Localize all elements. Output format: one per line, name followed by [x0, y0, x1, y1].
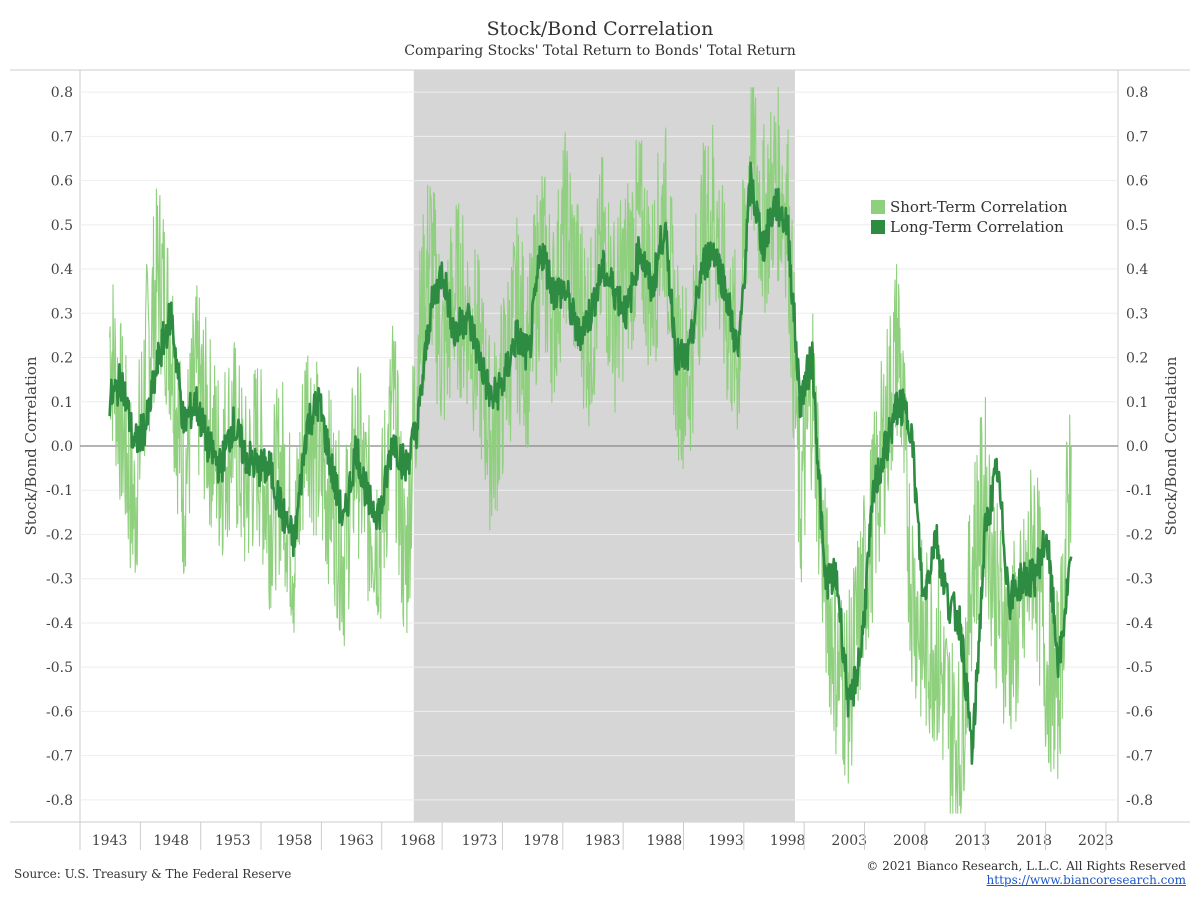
- y-tick-label-right: 0.3: [1126, 306, 1148, 322]
- source-note: Source: U.S. Treasury & The Federal Rese…: [14, 867, 292, 881]
- x-tick-label: 1973: [462, 833, 498, 849]
- x-tick-label: 1978: [523, 833, 559, 849]
- y-tick-label-right: 0.7: [1126, 129, 1148, 145]
- x-tick-label: 2023: [1078, 833, 1114, 849]
- x-tick-label: 1963: [338, 833, 374, 849]
- x-tick-label: 1983: [585, 833, 621, 849]
- y-tick-label-right: -0.5: [1126, 660, 1153, 676]
- x-tick-label: 1988: [647, 833, 683, 849]
- series-long-term-line: [108, 161, 1073, 765]
- y-tick-label-right: 0.6: [1126, 174, 1148, 190]
- y-tick-label-left: -0.2: [46, 527, 73, 543]
- y-tick-label-right: 0.4: [1126, 262, 1148, 278]
- chart-title: Stock/Bond Correlation: [486, 18, 714, 40]
- chart-subtitle: Comparing Stocks' Total Return to Bonds'…: [404, 43, 796, 59]
- y-tick-label-left: -0.6: [46, 704, 73, 720]
- x-tick-label: 1993: [708, 833, 744, 849]
- x-tick-label: 2008: [893, 833, 929, 849]
- y-tick-label-right: 0.5: [1126, 218, 1148, 234]
- y-tick-label-left: 0.2: [51, 351, 73, 367]
- y-tick-label-right: 0.0: [1126, 439, 1148, 455]
- y-tick-label-right: -0.7: [1126, 749, 1153, 765]
- y-tick-label-left: 0.0: [51, 439, 73, 455]
- y-tick-label-left: -0.8: [46, 793, 73, 809]
- y-tick-label-right: 0.1: [1126, 395, 1148, 411]
- y-tick-label-left: 0.1: [51, 395, 73, 411]
- x-tick-label: 1953: [215, 833, 251, 849]
- y-tick-label-left: 0.5: [51, 218, 73, 234]
- x-tick-label: 1943: [92, 833, 128, 849]
- website-link[interactable]: https://www.biancoresearch.com: [986, 873, 1186, 887]
- y-tick-label-right: -0.2: [1126, 527, 1153, 543]
- legend: Short-Term Correlation Long-Term Correlat…: [871, 198, 1068, 236]
- axis-layer: 0.8 0.8 0.7 0.7 0.6 0.6 0.5 0.5 0.4 0.4 0.3 0.3 0.2 0…: [22, 85, 1180, 850]
- y-tick-label-right: -0.8: [1126, 793, 1153, 809]
- x-tick-label: 2018: [1016, 833, 1052, 849]
- x-tick-label: 2003: [831, 833, 867, 849]
- x-tick-label: 2013: [955, 833, 991, 849]
- legend-swatch-0: [871, 200, 885, 214]
- legend-label-1: Long-Term Correlation: [890, 218, 1064, 236]
- y-tick-label-left: 0.8: [51, 85, 73, 101]
- x-tick-label: 1998: [770, 833, 806, 849]
- x-tick-label: 1948: [153, 833, 189, 849]
- y-tick-label-left: -0.1: [46, 483, 73, 499]
- y-tick-label-left: -0.3: [46, 572, 73, 588]
- legend-label-0: Short-Term Correlation: [890, 198, 1068, 216]
- y-tick-label-right: -0.6: [1126, 704, 1153, 720]
- y-tick-label-left: -0.5: [46, 660, 73, 676]
- y-tick-label-right: -0.1: [1126, 483, 1153, 499]
- y-tick-label-left: -0.4: [46, 616, 73, 632]
- y-tick-label-right: -0.4: [1126, 616, 1153, 632]
- y-tick-label-left: -0.7: [46, 749, 73, 765]
- y-tick-label-left: 0.3: [51, 306, 73, 322]
- y-tick-label-right: 0.8: [1126, 85, 1148, 101]
- y-tick-label-right: 0.2: [1126, 351, 1148, 367]
- y-axis-title-right: Stock/Bond Correlation: [1162, 356, 1180, 535]
- x-tick-label: 1968: [400, 833, 436, 849]
- y-axis-title-left: Stock/Bond Correlation: [22, 356, 40, 535]
- y-tick-label-left: 0.4: [51, 262, 73, 278]
- y-tick-label-right: -0.3: [1126, 572, 1153, 588]
- y-tick-label-left: 0.7: [51, 129, 73, 145]
- legend-swatch-1: [871, 220, 885, 234]
- x-tick-label: 1958: [277, 833, 313, 849]
- series-layer: [108, 87, 1073, 814]
- y-tick-label-left: 0.6: [51, 174, 73, 190]
- copyright-note: © 2021 Bianco Research, L.L.C. All Right…: [866, 859, 1186, 873]
